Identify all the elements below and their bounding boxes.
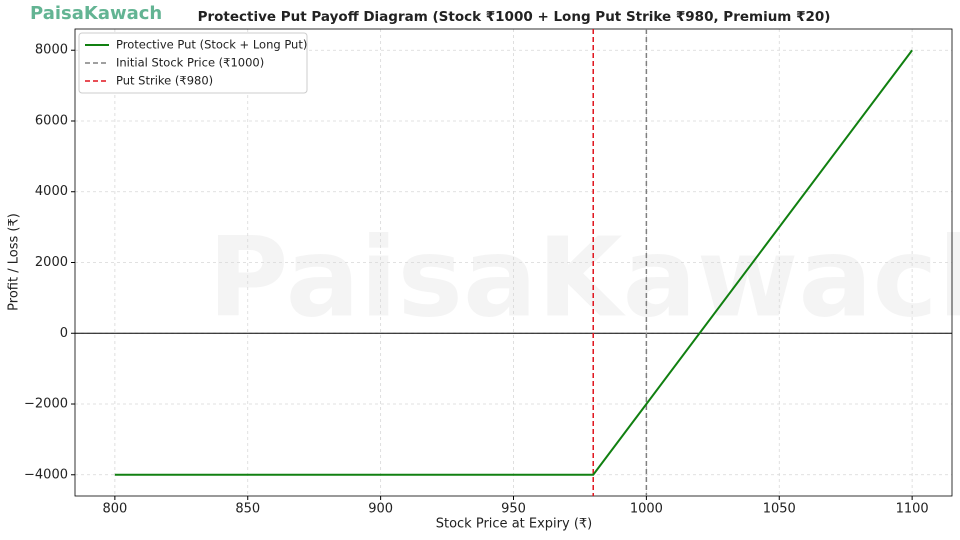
watermark: PaisaKawach bbox=[208, 213, 960, 341]
chart-title: Protective Put Payoff Diagram (Stock ₹10… bbox=[198, 9, 831, 25]
x-tick-label: 950 bbox=[501, 502, 526, 517]
x-tick-label: 900 bbox=[368, 502, 393, 517]
legend-label: Protective Put (Stock + Long Put) bbox=[116, 38, 307, 52]
y-tick-label: 0 bbox=[60, 326, 68, 341]
logo: PaisaKawach bbox=[30, 3, 162, 24]
y-tick-label: 2000 bbox=[35, 255, 68, 270]
payoff-line bbox=[114, 49, 913, 476]
x-tick-label: 1100 bbox=[896, 502, 929, 517]
x-axis-label: Stock Price at Expiry (₹) bbox=[436, 517, 593, 532]
x-tick-label: 850 bbox=[235, 502, 260, 517]
y-tick-label: 8000 bbox=[35, 43, 68, 58]
y-tick-label: 6000 bbox=[35, 113, 68, 128]
y-axis-label: Profit / Loss (₹) bbox=[7, 213, 22, 311]
y-tick-label: 4000 bbox=[35, 184, 68, 199]
legend-label: Initial Stock Price (₹1000) bbox=[116, 56, 264, 70]
legend-box bbox=[78, 32, 308, 94]
y-tick-label: −4000 bbox=[24, 467, 68, 482]
y-tick-label: −2000 bbox=[24, 397, 68, 412]
plot-frame bbox=[74, 28, 953, 497]
x-tick-label: 800 bbox=[102, 502, 127, 517]
x-tick-label: 1000 bbox=[630, 502, 663, 517]
x-tick-label: 1050 bbox=[763, 502, 796, 517]
legend-label: Put Strike (₹980) bbox=[116, 74, 213, 88]
